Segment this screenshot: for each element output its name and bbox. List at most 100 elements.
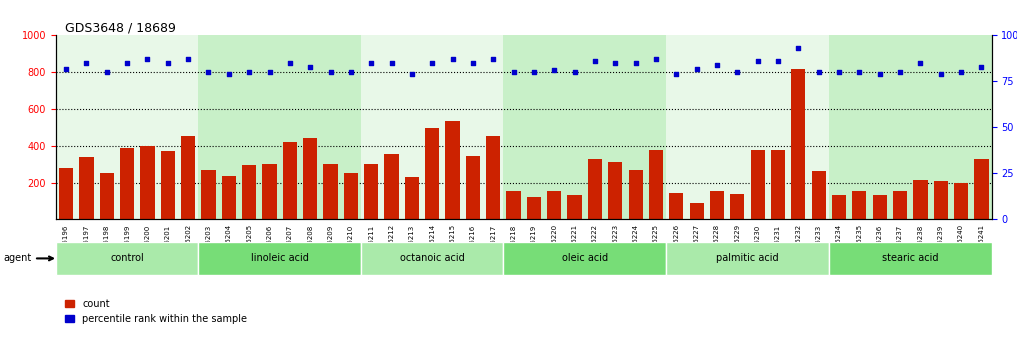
Point xyxy=(872,71,888,77)
Point xyxy=(729,69,745,75)
Point xyxy=(322,69,339,75)
Point xyxy=(627,60,644,66)
Text: agent: agent xyxy=(3,253,53,263)
Bar xyxy=(812,171,826,219)
Point xyxy=(689,66,705,72)
Bar xyxy=(832,195,846,219)
Point xyxy=(119,60,135,66)
Point xyxy=(587,58,603,64)
Text: linoleic acid: linoleic acid xyxy=(251,253,308,263)
Point xyxy=(973,64,990,69)
Point xyxy=(831,69,847,75)
Point xyxy=(526,69,542,75)
Bar xyxy=(445,121,460,219)
Text: control: control xyxy=(110,253,144,263)
Bar xyxy=(384,154,399,219)
Point xyxy=(221,71,237,77)
Bar xyxy=(852,191,866,219)
Bar xyxy=(974,159,989,219)
Point xyxy=(566,69,583,75)
Text: GDS3648 / 18689: GDS3648 / 18689 xyxy=(65,21,176,34)
Point xyxy=(485,57,501,62)
Bar xyxy=(198,35,361,219)
Point xyxy=(261,69,278,75)
Bar xyxy=(425,129,439,219)
Text: octanoic acid: octanoic acid xyxy=(400,253,465,263)
Point xyxy=(892,69,908,75)
Bar xyxy=(710,191,724,219)
Bar xyxy=(283,142,297,219)
Bar xyxy=(771,150,785,219)
Bar xyxy=(242,165,256,219)
Bar xyxy=(506,191,521,219)
Bar xyxy=(181,136,195,219)
Bar xyxy=(79,157,94,219)
Text: oleic acid: oleic acid xyxy=(561,253,608,263)
Point xyxy=(811,69,827,75)
Bar xyxy=(486,136,500,219)
Bar xyxy=(503,35,666,219)
Point xyxy=(404,71,420,77)
Point xyxy=(343,69,359,75)
Point xyxy=(58,66,74,72)
Bar xyxy=(344,172,358,219)
Bar xyxy=(405,177,419,219)
Bar xyxy=(466,156,480,219)
Point xyxy=(933,71,949,77)
Text: stearic acid: stearic acid xyxy=(882,253,939,263)
Bar xyxy=(751,150,765,219)
Bar xyxy=(100,173,114,219)
Bar xyxy=(730,194,744,219)
Point xyxy=(78,60,95,66)
Bar xyxy=(629,170,643,219)
Text: palmitic acid: palmitic acid xyxy=(716,253,779,263)
FancyBboxPatch shape xyxy=(198,242,361,275)
Bar xyxy=(690,203,704,219)
Point xyxy=(99,69,115,75)
Legend: count, percentile rank within the sample: count, percentile rank within the sample xyxy=(61,295,251,328)
Point xyxy=(424,60,440,66)
Bar xyxy=(161,152,175,219)
Bar xyxy=(262,164,277,219)
Bar xyxy=(588,159,602,219)
Bar xyxy=(527,198,541,219)
Bar xyxy=(608,162,622,219)
Point xyxy=(241,69,257,75)
FancyBboxPatch shape xyxy=(361,242,503,275)
Point xyxy=(383,60,400,66)
Bar xyxy=(649,150,663,219)
Bar xyxy=(893,191,907,219)
Bar xyxy=(547,191,561,219)
Point xyxy=(912,60,929,66)
Point xyxy=(180,57,196,62)
Bar xyxy=(829,35,992,219)
Bar xyxy=(303,138,317,219)
Point xyxy=(851,69,868,75)
Point xyxy=(363,60,379,66)
Bar xyxy=(140,146,155,219)
Bar xyxy=(666,35,829,219)
Point xyxy=(465,60,481,66)
Point xyxy=(200,69,217,75)
Bar xyxy=(222,176,236,219)
Point xyxy=(505,69,522,75)
Bar xyxy=(201,170,216,219)
Bar xyxy=(364,164,378,219)
Bar xyxy=(120,148,134,219)
Point xyxy=(770,58,786,64)
Point xyxy=(607,60,623,66)
FancyBboxPatch shape xyxy=(503,242,666,275)
Point xyxy=(282,60,298,66)
Bar xyxy=(913,180,928,219)
Bar xyxy=(361,35,503,219)
FancyBboxPatch shape xyxy=(666,242,829,275)
Bar xyxy=(934,181,948,219)
Bar xyxy=(323,164,338,219)
Point xyxy=(750,58,766,64)
Point xyxy=(546,68,562,73)
Point xyxy=(302,64,318,69)
Point xyxy=(790,45,806,51)
Bar xyxy=(873,195,887,219)
Bar xyxy=(954,183,968,219)
Bar xyxy=(791,69,805,219)
